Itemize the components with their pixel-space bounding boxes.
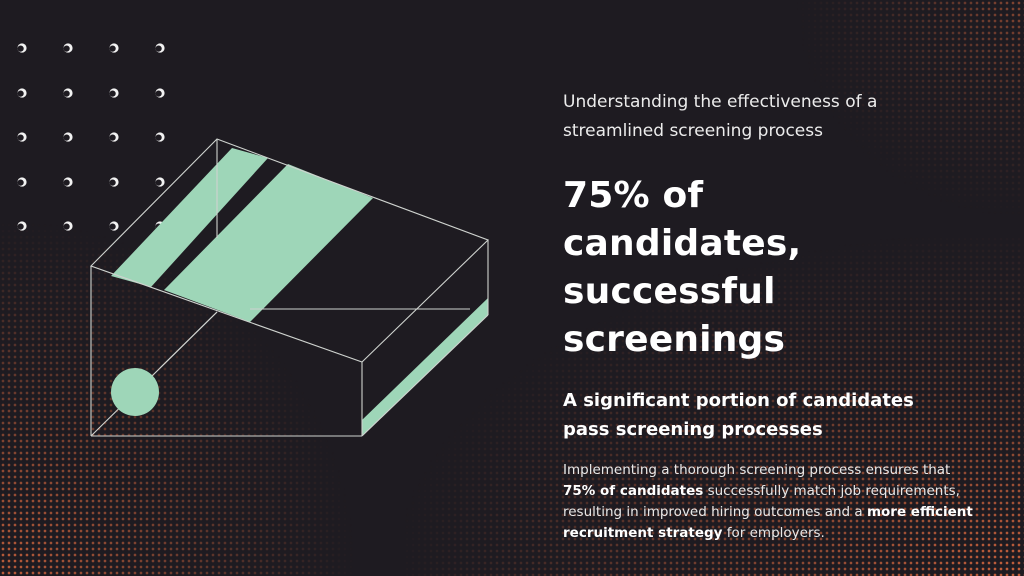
open-box-outline-icon bbox=[89, 138, 490, 437]
grid-dot-inner bbox=[63, 45, 70, 52]
body-highlight: 75% of candidates bbox=[563, 483, 704, 499]
grid-dot-inner bbox=[109, 45, 116, 52]
grid-dot-inner bbox=[17, 90, 24, 97]
grid-dot-inner bbox=[109, 223, 116, 230]
box-illustration bbox=[17, 43, 490, 437]
grid-dot-inner bbox=[17, 179, 24, 186]
body-text-segment: successfully match job requirements, res… bbox=[563, 483, 960, 520]
subheading: A significant portion of candidates pass… bbox=[563, 390, 914, 440]
text-block: Understanding the effectiveness of a str… bbox=[563, 88, 983, 544]
grid-dot-inner bbox=[109, 90, 116, 97]
grid-dot-inner bbox=[155, 45, 162, 52]
body-paragraph: Implementing a thorough screening proces… bbox=[563, 460, 983, 544]
grid-dot-inner bbox=[109, 134, 116, 141]
grid-dot-inner bbox=[63, 90, 70, 97]
mint-circle-icon bbox=[111, 368, 159, 416]
box-stripe-wide bbox=[164, 164, 373, 322]
grid-dot-inner bbox=[17, 134, 24, 141]
grid-dot-inner bbox=[155, 134, 162, 141]
grid-dot-inner bbox=[109, 179, 116, 186]
box-edge bbox=[361, 314, 489, 437]
eyebrow-text: Understanding the effectiveness of a str… bbox=[563, 92, 878, 141]
body-text-segment: for employers. bbox=[722, 525, 825, 541]
box-stripe-narrow bbox=[111, 148, 268, 287]
box-side-strip bbox=[362, 298, 488, 436]
grid-dot-inner bbox=[63, 179, 70, 186]
grid-dot-inner bbox=[17, 45, 24, 52]
grid-dot-inner bbox=[155, 179, 162, 186]
grid-dot-inner bbox=[63, 223, 70, 230]
headline: 75% of candidates, successful screenings bbox=[563, 175, 802, 360]
body-highlight: more efficient recruitment strategy bbox=[563, 504, 973, 541]
grid-dot-inner bbox=[63, 134, 70, 141]
grid-dot-inner bbox=[17, 223, 24, 230]
grid-dot-inner bbox=[155, 90, 162, 97]
body-text-segment: Implementing a thorough screening proces… bbox=[563, 462, 951, 478]
ring-dot-grid-icon bbox=[17, 43, 165, 231]
box-inner-line bbox=[159, 311, 218, 369]
